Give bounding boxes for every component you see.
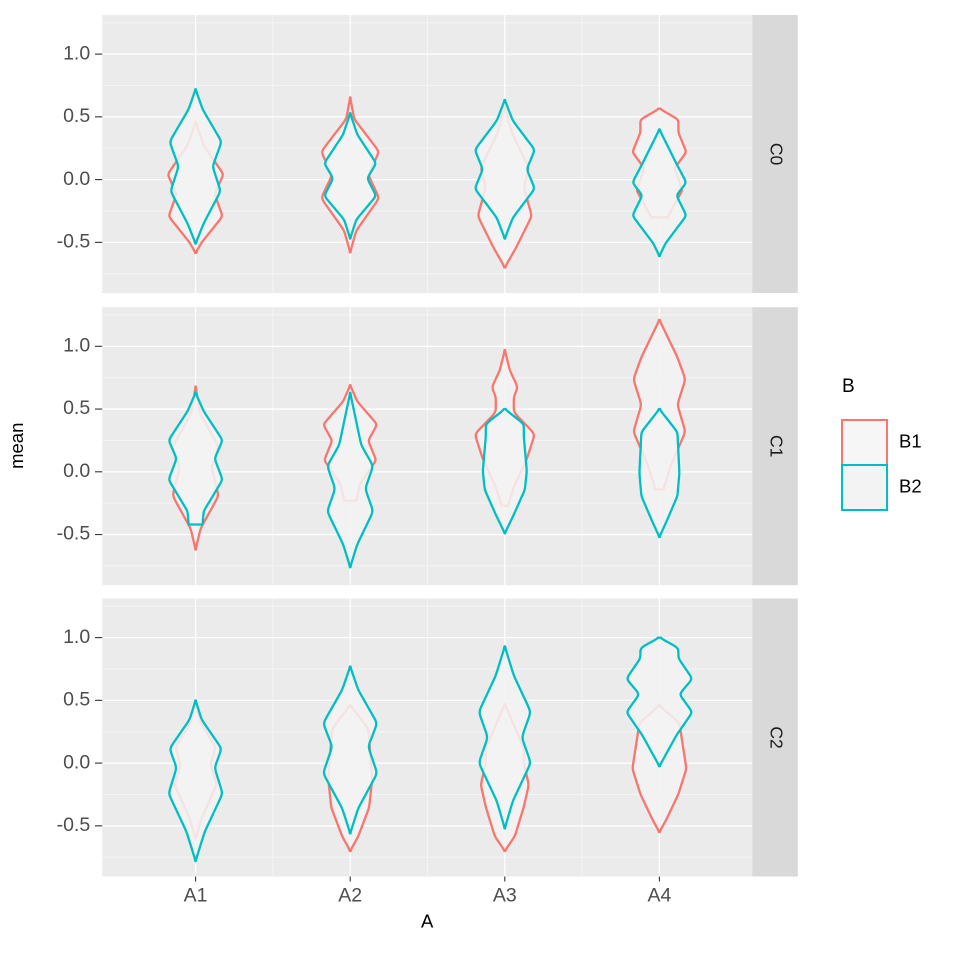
svg-text:A2: A2: [338, 885, 362, 907]
svg-text:C0: C0: [766, 143, 786, 166]
svg-text:C1: C1: [766, 435, 786, 457]
svg-text:mean: mean: [6, 423, 27, 469]
svg-text:B1: B1: [899, 430, 922, 451]
svg-text:1.0: 1.0: [63, 42, 90, 64]
svg-text:1.0: 1.0: [63, 334, 90, 356]
svg-text:0.5: 0.5: [63, 397, 90, 419]
svg-text:A1: A1: [184, 885, 208, 907]
svg-text:-0.5: -0.5: [57, 523, 91, 545]
svg-text:-0.5: -0.5: [57, 814, 91, 836]
svg-text:A3: A3: [493, 885, 517, 907]
svg-text:0.5: 0.5: [63, 105, 90, 127]
svg-text:A: A: [421, 911, 434, 932]
svg-text:B: B: [842, 376, 855, 397]
svg-text:B2: B2: [899, 475, 922, 496]
svg-text:C2: C2: [766, 726, 786, 748]
svg-text:0.0: 0.0: [63, 460, 90, 482]
svg-text:A4: A4: [647, 885, 671, 907]
svg-text:0.5: 0.5: [63, 689, 90, 711]
svg-text:-0.5: -0.5: [57, 231, 91, 253]
svg-text:0.0: 0.0: [63, 751, 90, 773]
svg-text:0.0: 0.0: [63, 168, 90, 190]
svg-text:1.0: 1.0: [63, 626, 90, 648]
